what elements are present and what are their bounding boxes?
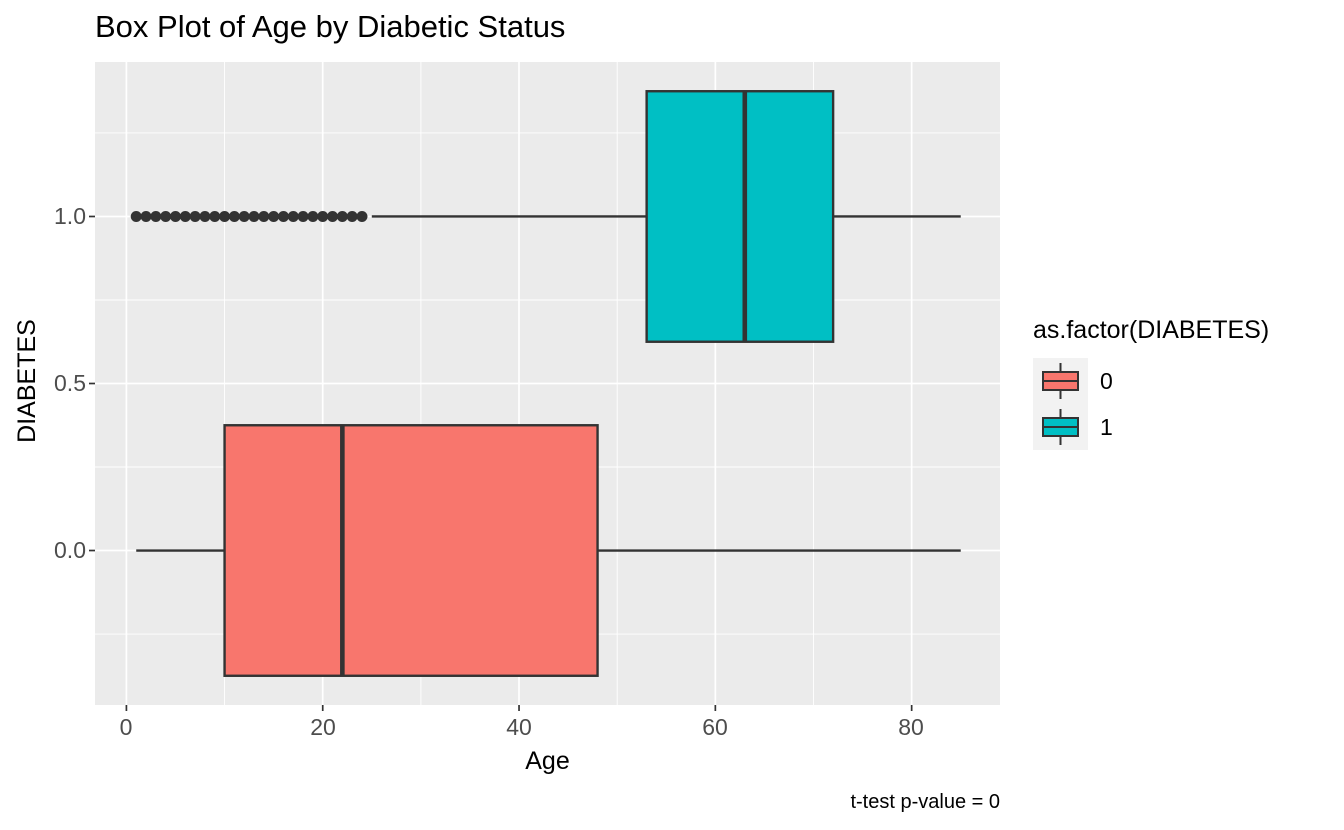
outlier-point [209, 210, 221, 222]
legend-entry: 0 [1033, 358, 1269, 404]
outlier-point [346, 210, 358, 222]
outlier-point [228, 210, 240, 222]
legend: as.factor(DIABETES) 0 [1033, 316, 1269, 450]
outlier-point [336, 210, 348, 222]
outlier-point [307, 210, 319, 222]
outlier-point [160, 210, 172, 222]
y-tick-label: 0.0 [54, 537, 86, 563]
legend-entry: 1 [1033, 404, 1269, 450]
outlier-point [297, 210, 309, 222]
legend-key [1033, 404, 1088, 450]
outlier-point [150, 210, 162, 222]
caption-annotation: t-test p-value = 0 [850, 791, 1000, 813]
x-tick-label: 0 [119, 714, 133, 740]
outlier-point [268, 210, 280, 222]
outlier-point [130, 210, 142, 222]
outlier-point [277, 210, 289, 222]
y-tick-label: 1.0 [54, 203, 86, 229]
outlier-point [140, 210, 152, 222]
outlier-point [189, 210, 201, 222]
boxplot-glyph-icon [1042, 363, 1079, 399]
legend-key [1033, 358, 1088, 404]
boxplot-glyph-icon [1042, 409, 1079, 445]
legend-label: 0 [1100, 367, 1113, 394]
y-tick-label: 0.5 [54, 370, 86, 396]
x-tick-label: 20 [310, 714, 336, 740]
outlier-point [356, 210, 368, 222]
legend-title: as.factor(DIABETES) [1033, 316, 1270, 344]
outlier-point [317, 210, 329, 222]
outlier-point [179, 210, 191, 222]
x-tick-label: 80 [898, 714, 924, 740]
outlier-point [199, 210, 211, 222]
y-axis-title: DIABETES [13, 319, 41, 443]
x-tick-label: 60 [702, 714, 728, 740]
outlier-point [169, 210, 181, 222]
chart-title: Box Plot of Age by Diabetic Status [95, 9, 566, 44]
outlier-point [238, 210, 250, 222]
outlier-point [287, 210, 299, 222]
outlier-point [327, 210, 339, 222]
outlier-point [248, 210, 260, 222]
legend-label: 1 [1100, 413, 1113, 440]
outlier-point [219, 210, 231, 222]
outlier-point [258, 210, 270, 222]
x-axis-title: Age [525, 747, 570, 775]
box-group-0 [223, 424, 599, 677]
x-tick-label: 40 [506, 714, 532, 740]
box-group-1 [645, 90, 835, 343]
